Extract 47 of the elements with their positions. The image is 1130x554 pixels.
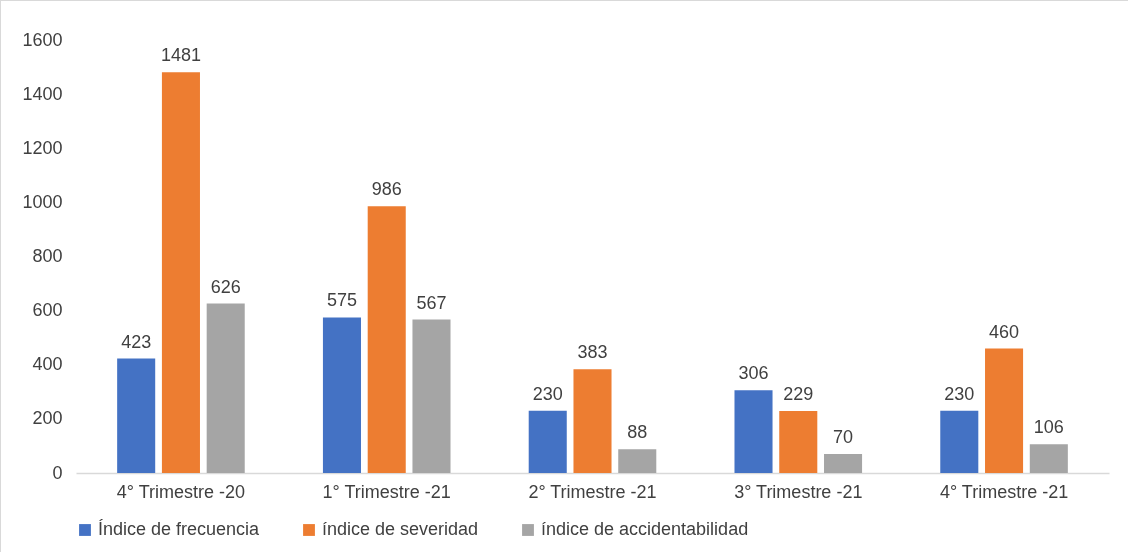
data-label: 626 (210, 276, 241, 297)
y-tick-label: 800 (32, 246, 63, 266)
data-label: 986 (371, 179, 402, 200)
legend-label: índice de accidentabilidad (541, 519, 749, 539)
x-tick-label: 2° Trimestre -21 (528, 481, 657, 502)
data-label: 70 (833, 427, 854, 448)
data-label: 88 (627, 422, 648, 443)
bar (367, 206, 406, 473)
bar (824, 454, 863, 473)
x-tick-label: 4° Trimestre -21 (939, 481, 1069, 502)
bar (1029, 444, 1068, 473)
data-label: 567 (416, 292, 447, 313)
y-tick-label: 400 (32, 354, 63, 375)
data-label: 575 (326, 290, 357, 311)
y-tick-label: 1200 (22, 137, 63, 158)
bar (206, 303, 245, 473)
data-label: 383 (577, 342, 608, 363)
data-label: 106 (1033, 417, 1064, 438)
legend-label: Índice de frecuencia (98, 519, 261, 539)
y-tick-label: 1400 (22, 83, 63, 104)
bar (573, 369, 612, 473)
y-tick-label: 600 (32, 300, 63, 321)
data-label: 229 (783, 384, 814, 405)
data-label: 423 (121, 331, 152, 352)
data-label: 460 (989, 321, 1020, 342)
data-label: 230 (944, 383, 975, 404)
x-tick-label: 4° Trimestre -20 (116, 481, 246, 502)
bar (117, 358, 156, 473)
data-label: 306 (738, 363, 769, 384)
x-tick-label: 3° Trimestre -21 (734, 481, 863, 502)
bar (618, 449, 657, 473)
bar (940, 410, 979, 473)
bar (779, 411, 818, 473)
data-label: 1481 (160, 45, 201, 66)
bar (985, 348, 1024, 473)
bar (161, 72, 200, 473)
data-label: 230 (532, 383, 563, 404)
x-tick-label: 1° Trimestre -21 (322, 481, 451, 502)
bar (528, 410, 567, 473)
y-tick-label: 1000 (22, 191, 63, 212)
bar (734, 390, 773, 473)
bar (322, 317, 361, 473)
y-tick-label: 0 (52, 462, 63, 483)
bar (412, 319, 451, 473)
y-tick-label: 200 (32, 408, 63, 429)
y-tick-label: 1600 (22, 29, 63, 50)
legend-label: índice de severidad (322, 519, 479, 539)
